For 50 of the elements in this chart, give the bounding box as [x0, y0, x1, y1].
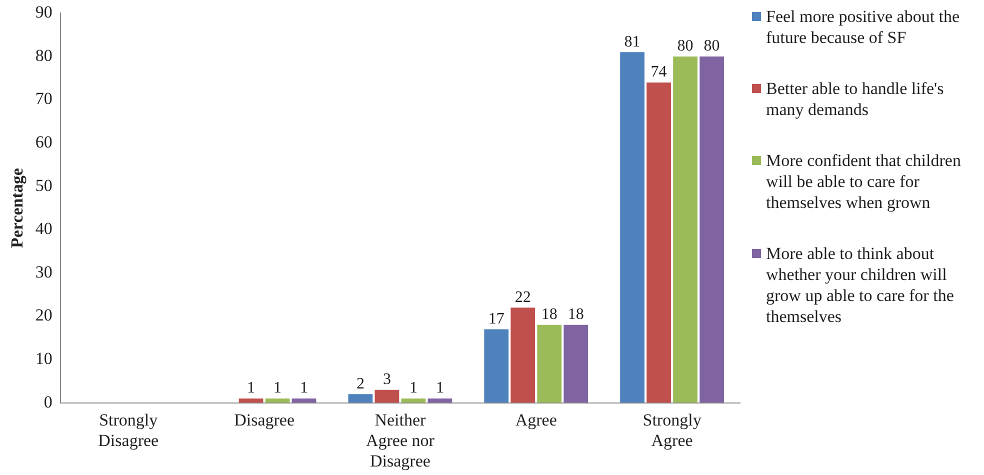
data-label: 1	[300, 380, 308, 397]
bar	[484, 329, 509, 403]
bar	[428, 398, 452, 403]
y-tick-label: 10	[35, 348, 52, 368]
bar	[348, 394, 373, 403]
data-label: 2	[356, 375, 364, 392]
bar	[265, 398, 290, 403]
data-label: 80	[704, 38, 720, 55]
y-tick-label: 30	[35, 262, 52, 282]
y-tick-label: 20	[35, 306, 52, 325]
bar	[620, 52, 644, 403]
data-label: 1	[274, 380, 282, 397]
bar	[673, 56, 698, 403]
bar	[401, 398, 426, 403]
legend-label: Better able to handle life's many demands	[766, 78, 945, 120]
legend-label: Feel more positive about the future because of SF	[766, 6, 961, 48]
x-tick-label: Disagree	[234, 410, 294, 430]
x-tick-label: Agree	[515, 410, 557, 430]
data-label: 80	[677, 38, 694, 55]
x-tick-label: Neither Agree nor Disagree	[366, 410, 435, 470]
bar	[700, 56, 724, 403]
y-tick-label: 90	[35, 2, 52, 22]
x-tick-label: Strongly Disagree	[98, 410, 159, 450]
x-tick-label: Strongly Agree	[642, 410, 702, 450]
legend-label: More confident that children will be able to care for themselves when grown	[766, 150, 962, 213]
y-tick-label: 60	[35, 132, 52, 152]
y-tick-label: 50	[35, 176, 52, 195]
data-label: 81	[624, 33, 640, 50]
y-tick-label: 80	[35, 46, 52, 65]
data-label: 17	[488, 310, 504, 328]
bar	[537, 324, 562, 403]
y-axis-title: Percentage	[8, 168, 27, 248]
data-label: 22	[514, 288, 531, 306]
data-label: 74	[650, 64, 667, 81]
bar	[374, 390, 400, 403]
bar	[564, 324, 588, 403]
data-label: 1	[247, 380, 256, 397]
bar	[646, 82, 671, 403]
data-label: 3	[382, 371, 391, 388]
y-tick-label: 70	[35, 89, 52, 108]
data-label: 1	[409, 380, 418, 397]
y-tick-label: 0	[44, 392, 52, 412]
data-label: 18	[568, 306, 584, 324]
y-tick-label: 40	[35, 219, 52, 238]
data-label: 18	[541, 306, 558, 324]
bar	[238, 398, 264, 403]
bar	[292, 398, 316, 403]
bar	[510, 308, 536, 403]
legend-label: More able to think about whether your children will grow up able to care for the themselves	[766, 243, 955, 327]
data-label: 1	[436, 380, 444, 397]
